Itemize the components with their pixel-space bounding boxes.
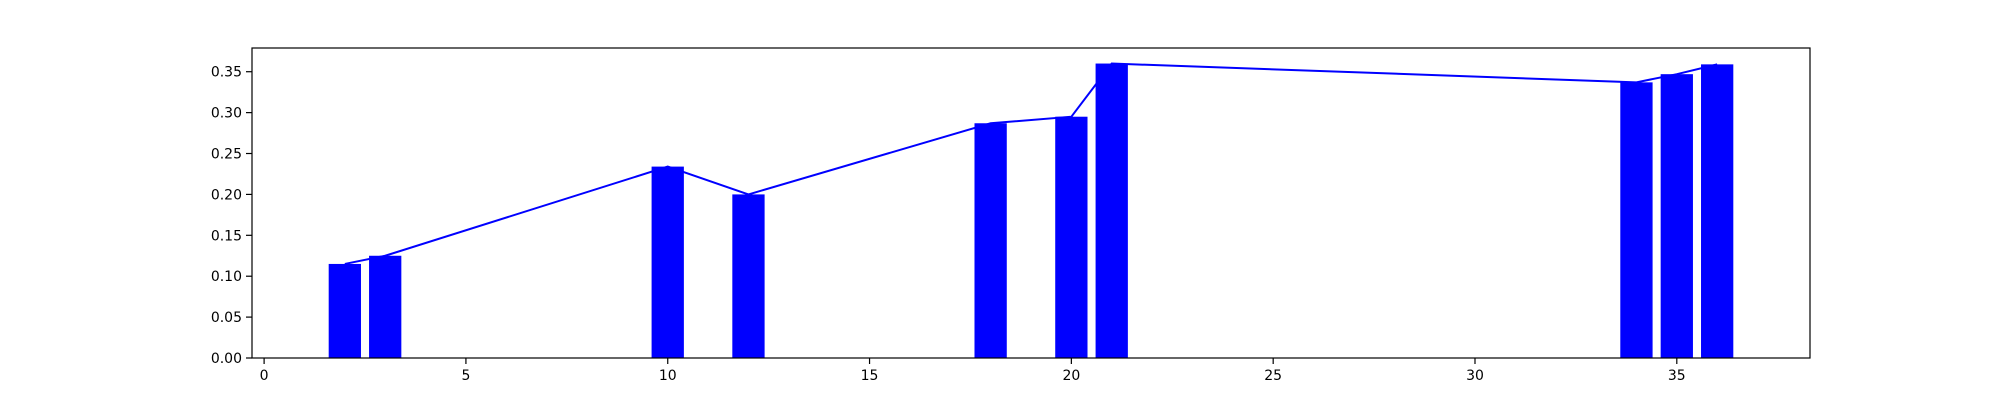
x-tick-label: 20 <box>1062 368 1080 384</box>
bar <box>1701 64 1734 359</box>
axes: 0 5 10 15 20 25 30 35 0.00 0.05 0.10 0.15 0.20 0.25 0.… <box>211 47 1811 384</box>
x-tick-label: 0 <box>260 368 269 384</box>
x-tick-label: 5 <box>461 368 470 384</box>
y-tick-label: 0.20 <box>211 187 242 203</box>
x-tick-label: 35 <box>1668 368 1686 384</box>
y-tick-label: 0.10 <box>211 269 242 285</box>
series-line <box>344 62 1718 265</box>
y-tick-label: 0.00 <box>211 351 242 367</box>
bar <box>974 123 1007 358</box>
x-tick-label: 25 <box>1264 368 1282 384</box>
y-tick-label: 0.30 <box>211 106 242 122</box>
x-tick-label: 30 <box>1466 368 1484 384</box>
bar <box>1660 74 1693 359</box>
axes-frame <box>251 47 1811 359</box>
bar <box>369 255 402 358</box>
y-tick-label: 0.35 <box>211 65 242 81</box>
bar <box>1095 63 1128 358</box>
plot-area <box>328 62 1734 359</box>
x-tick-label: 10 <box>659 368 677 384</box>
bar <box>1620 82 1653 358</box>
y-tick-label: 0.15 <box>211 228 242 244</box>
bar <box>328 263 361 358</box>
y-tick-label: 0.25 <box>211 147 242 163</box>
x-tick-label: 15 <box>861 368 879 384</box>
bar <box>732 194 765 358</box>
bar <box>1055 116 1088 359</box>
y-tick-label: 0.05 <box>211 310 242 326</box>
bar <box>651 166 684 358</box>
